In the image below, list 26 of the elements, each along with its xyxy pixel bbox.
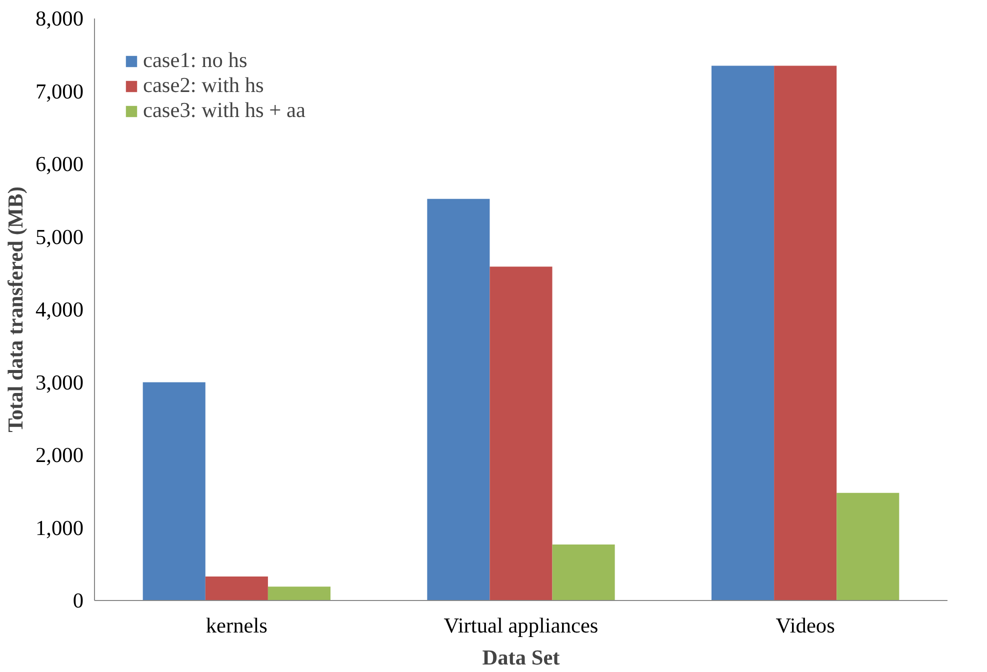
bar: [774, 66, 837, 600]
x-tick-label: kernels: [206, 614, 268, 638]
bar: [836, 492, 900, 600]
y-tick-label: 3,000: [36, 370, 84, 394]
bar: [712, 66, 774, 600]
y-tick-label: 7,000: [36, 79, 84, 104]
bar: [490, 266, 552, 600]
y-tick-label: 0: [72, 588, 84, 612]
bar: [142, 382, 206, 600]
bar: [205, 576, 268, 600]
x-axis-title: Data Set: [482, 646, 561, 670]
bar: [552, 544, 615, 600]
legend-label: case2: with hs: [143, 73, 264, 98]
y-tick-label: 8,000: [36, 6, 84, 30]
legend-label: case1: no hs: [143, 48, 248, 73]
y-axis-title: Total data transfered (MB): [4, 186, 28, 432]
x-tick-label: Videos: [776, 614, 835, 638]
y-tick-label: 2,000: [36, 443, 84, 467]
y-tick-label: 1,000: [36, 516, 84, 540]
bar: [268, 586, 330, 600]
y-tick-label: 5,000: [36, 224, 84, 249]
y-tick-label: 6,000: [36, 152, 84, 176]
y-tick-label: 4,000: [36, 298, 84, 322]
legend-label: case3: with hs + aa: [143, 98, 306, 123]
bar: [427, 198, 490, 600]
x-tick-label: Virtual appliances: [444, 614, 598, 638]
